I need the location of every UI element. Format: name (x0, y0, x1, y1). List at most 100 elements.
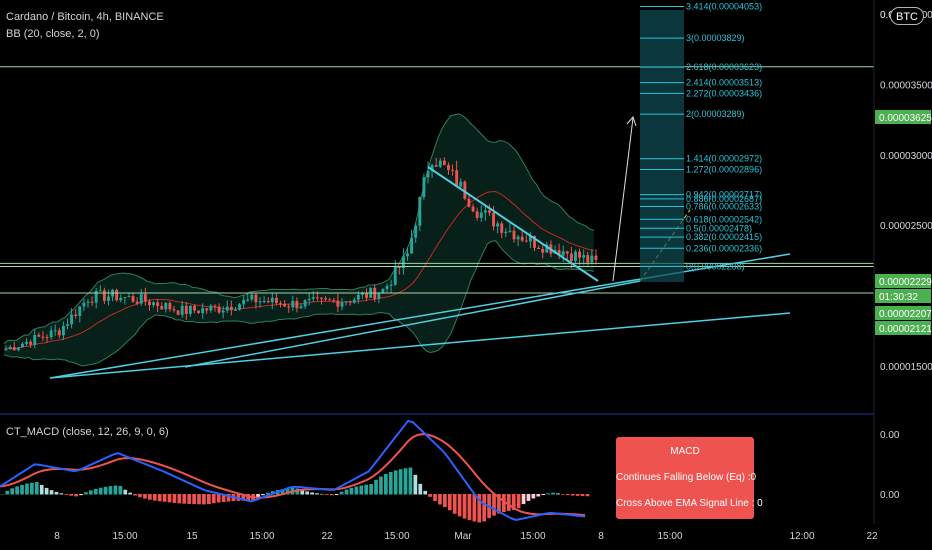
candle-body (229, 306, 233, 311)
macd-histogram-bar (570, 494, 575, 496)
macd-histogram-bar (54, 491, 59, 495)
candle-body (258, 301, 262, 303)
macd-legend[interactable]: CT_MACD (close, 12, 26, 9, 0, 6) (6, 426, 169, 438)
candle-body (242, 300, 246, 305)
candle-body (172, 309, 176, 311)
candle-body (82, 302, 86, 307)
macd-histogram-bar (25, 483, 29, 495)
candle-body (102, 290, 106, 301)
candle-body (479, 212, 483, 218)
macd-histogram-bar (428, 494, 432, 497)
candle-body (574, 251, 577, 261)
macd-histogram-bar (310, 492, 314, 495)
time-axis-label: 15:00 (112, 531, 137, 542)
candle-body (336, 300, 340, 307)
bb-lower (3, 240, 595, 367)
candle-body (418, 197, 422, 226)
candle-body (344, 301, 348, 303)
macd-histogram-bar (138, 494, 142, 498)
macd-histogram-bar (531, 494, 536, 499)
candle-body (426, 171, 430, 178)
candle-body (356, 294, 360, 300)
macd-histogram-bar (561, 494, 565, 495)
candle-body (307, 298, 311, 301)
candle-body (442, 160, 446, 165)
candle-body (33, 334, 37, 345)
macd-histogram-bar (516, 494, 521, 509)
candle-body (569, 253, 573, 261)
candle-body (164, 302, 168, 310)
macd-histogram-bar (84, 492, 88, 495)
macd-histogram-bar (565, 494, 570, 496)
macd-histogram-bar (44, 487, 49, 495)
candle-body (582, 255, 586, 258)
macd-histogram-bar (521, 494, 526, 505)
macd-histogram-bar (556, 493, 560, 495)
candle-body (225, 306, 229, 311)
candle-body (500, 223, 504, 233)
candle-body (168, 302, 172, 310)
candle-body (295, 300, 299, 309)
macd-histogram-bar (202, 494, 206, 505)
macd-histogram-bar (280, 489, 285, 495)
candle-body (57, 330, 61, 336)
macd-histogram-bar (143, 494, 147, 499)
candle-body (246, 299, 250, 301)
candle-body (90, 301, 94, 303)
time-axis-label: 15 (186, 531, 198, 542)
fib-level-label: 0.382(0.00002415) (686, 232, 762, 242)
candle-body (467, 198, 471, 207)
macd-histogram-bar (74, 494, 78, 497)
fib-level-label: 2(0.00003289) (686, 109, 745, 119)
candle-body (492, 212, 495, 227)
macd-histogram-bar (541, 494, 546, 496)
candle-body (561, 251, 565, 256)
candle-body (274, 297, 278, 304)
macd-histogram-bar (452, 494, 457, 514)
macd-line (0, 419, 586, 521)
candle-body (487, 210, 491, 213)
candle-body (238, 304, 241, 310)
price-badge (875, 110, 931, 124)
candle-body (131, 296, 135, 302)
price-axis-label: 0.00003000 (880, 151, 932, 162)
macd-histogram-bar (585, 494, 590, 497)
macd-histogram-bar (364, 484, 369, 495)
candle-body (389, 284, 393, 286)
candle-body (475, 211, 479, 218)
candle-body (152, 302, 155, 306)
candle-body (184, 305, 188, 314)
candle-body (291, 300, 295, 308)
projection-arrowhead (626, 116, 637, 127)
fib-level-label: 2.414(0.00003513) (686, 78, 762, 88)
candle-body (410, 237, 414, 254)
macd-histogram-bar (418, 483, 423, 495)
candle-body (397, 266, 401, 269)
macd-histogram-bar (398, 469, 403, 495)
time-axis-label: 8 (598, 531, 604, 542)
fib-level-label: 0.886(0.00002687) (686, 194, 762, 204)
macd-histogram-bar (128, 492, 133, 495)
candle-body (37, 334, 41, 337)
candle-body (66, 324, 69, 326)
fib-fill (640, 10, 684, 282)
candle-body (541, 249, 545, 253)
macd-histogram-bar (305, 491, 310, 495)
currency-badge[interactable]: BTC (890, 7, 924, 25)
candle-body (594, 255, 598, 261)
macd-pane (0, 413, 874, 523)
macd-histogram-bar (369, 483, 373, 495)
candle-body (213, 305, 217, 307)
candle-body (41, 336, 45, 338)
bb-legend[interactable]: BB (20, close, 2, 0) (6, 28, 100, 40)
candle-body (8, 347, 12, 350)
macd-histogram-bar (192, 494, 196, 505)
macd-histogram-bar (103, 486, 108, 495)
candle-body (414, 225, 418, 238)
candle-body (377, 293, 381, 299)
macd-histogram-bar (118, 485, 123, 495)
candle-body (508, 230, 512, 232)
macd-histogram-bar (511, 494, 516, 510)
symbol-legend[interactable]: Cardano / Bitcoin, 4h, BINANCE (6, 11, 164, 23)
